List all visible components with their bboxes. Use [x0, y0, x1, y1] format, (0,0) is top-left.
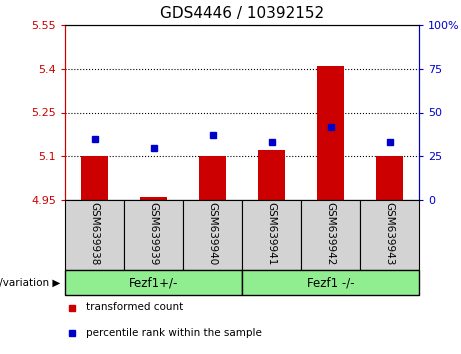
Bar	[140, 197, 167, 200]
Bar	[199, 156, 226, 200]
Bar	[81, 156, 108, 200]
Text: percentile rank within the sample: percentile rank within the sample	[86, 327, 262, 337]
Text: GSM639941: GSM639941	[266, 202, 277, 266]
Bar	[242, 270, 419, 295]
Text: transformed count: transformed count	[86, 303, 183, 313]
Text: GSM639943: GSM639943	[384, 202, 395, 266]
Bar	[258, 150, 285, 200]
Text: Fezf1+/-: Fezf1+/-	[129, 276, 178, 289]
Bar	[183, 200, 242, 270]
Text: genotype/variation ▶: genotype/variation ▶	[0, 278, 60, 287]
Bar	[65, 200, 124, 270]
Title: GDS4446 / 10392152: GDS4446 / 10392152	[160, 6, 324, 21]
Bar	[124, 200, 183, 270]
Bar	[301, 200, 360, 270]
Bar	[317, 66, 344, 200]
Text: GSM639940: GSM639940	[207, 202, 218, 266]
Text: Fezf1 -/-: Fezf1 -/-	[307, 276, 355, 289]
Bar	[242, 200, 301, 270]
Text: GSM639942: GSM639942	[325, 202, 336, 266]
Bar	[376, 156, 403, 200]
Bar	[65, 270, 242, 295]
Text: GSM639938: GSM639938	[89, 202, 100, 266]
Bar	[360, 200, 419, 270]
Text: GSM639939: GSM639939	[148, 202, 159, 266]
